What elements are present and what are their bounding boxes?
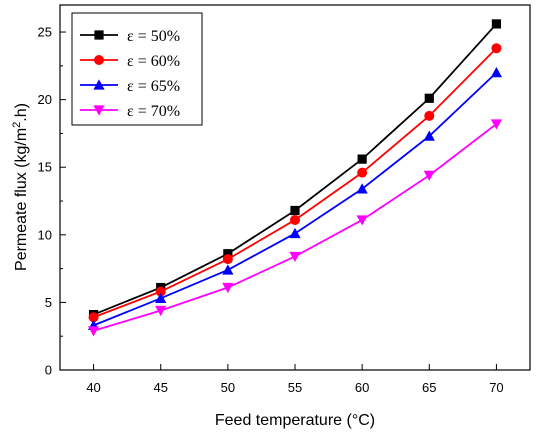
data-point bbox=[490, 66, 503, 78]
data-point bbox=[87, 326, 100, 337]
x-tick-label: 50 bbox=[221, 380, 235, 395]
data-point bbox=[490, 119, 503, 130]
y-tick-label: 25 bbox=[38, 25, 52, 40]
x-tick-label: 70 bbox=[489, 380, 503, 395]
x-tick-label: 45 bbox=[153, 380, 167, 395]
data-point bbox=[222, 264, 234, 275]
legend-marker bbox=[93, 105, 105, 116]
y-axis-title-tail: .h) bbox=[13, 103, 30, 122]
data-point bbox=[423, 170, 435, 181]
series-2 bbox=[88, 43, 502, 323]
legend-marker bbox=[94, 30, 104, 40]
legend-entry: ε = 50% bbox=[80, 28, 180, 45]
y-tick-label: 20 bbox=[38, 92, 52, 107]
data-point bbox=[290, 214, 300, 225]
series-line bbox=[93, 123, 497, 332]
data-point bbox=[491, 19, 502, 29]
series-layer bbox=[87, 19, 503, 337]
data-point bbox=[357, 154, 367, 164]
legend-label: ε = 65% bbox=[127, 78, 180, 95]
legend-entry: ε = 70% bbox=[80, 103, 180, 120]
data-point bbox=[222, 282, 234, 294]
data-point bbox=[88, 312, 99, 323]
x-tick-label: 40 bbox=[86, 380, 100, 395]
data-point bbox=[289, 227, 301, 239]
x-axis-title: Feed temperature (°C) bbox=[215, 412, 375, 429]
legend-label: ε = 70% bbox=[127, 103, 180, 120]
x-tick-label: 60 bbox=[355, 380, 369, 395]
legend-entry: ε = 65% bbox=[80, 78, 180, 95]
data-point bbox=[356, 215, 368, 226]
data-point bbox=[356, 183, 368, 194]
data-point bbox=[423, 130, 435, 141]
legend-box bbox=[71, 12, 203, 126]
data-point bbox=[424, 110, 435, 121]
y-tick-label: 15 bbox=[38, 160, 52, 175]
legend: ε = 50% ε = 60% ε = 65% ε = 70% bbox=[71, 12, 203, 126]
data-point bbox=[289, 251, 301, 263]
data-point bbox=[424, 93, 434, 103]
y-tick-label: 0 bbox=[45, 363, 52, 378]
y-axis-title: Permeate flux (kg/m2.h) bbox=[11, 103, 30, 271]
data-point bbox=[155, 286, 166, 297]
data-point bbox=[223, 249, 233, 259]
y-tick-label: 10 bbox=[38, 227, 52, 242]
legend-marker bbox=[93, 79, 105, 90]
data-point bbox=[222, 254, 233, 265]
y-axis-title-sup: 2 bbox=[11, 122, 23, 128]
data-point bbox=[491, 43, 502, 54]
legend-label: ε = 60% bbox=[127, 53, 180, 70]
x-tick-label: 55 bbox=[288, 380, 302, 395]
series-4 bbox=[87, 119, 503, 337]
y-tick-label: 5 bbox=[45, 295, 52, 310]
ticks-layer: 40 45 50 55 60 65 70 0 5 10 15 20 25 bbox=[38, 25, 504, 395]
legend-marker bbox=[94, 55, 104, 65]
data-point bbox=[155, 305, 167, 317]
y-axis-title-main: Permeate flux (kg/m bbox=[13, 128, 30, 271]
legend-label: ε = 50% bbox=[127, 28, 180, 45]
legend-entry: ε = 60% bbox=[80, 53, 180, 70]
data-point bbox=[290, 205, 300, 216]
data-point bbox=[155, 292, 167, 303]
data-point bbox=[357, 167, 368, 178]
x-tick-label: 65 bbox=[422, 380, 436, 395]
